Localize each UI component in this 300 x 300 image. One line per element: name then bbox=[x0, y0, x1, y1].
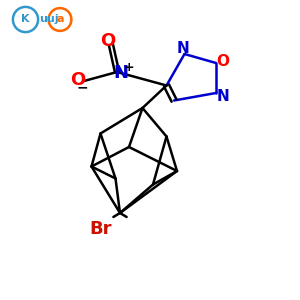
Text: O: O bbox=[216, 54, 229, 69]
Text: O: O bbox=[70, 71, 85, 89]
Text: N: N bbox=[216, 88, 229, 104]
Text: uuj: uuj bbox=[40, 14, 59, 25]
Text: −: − bbox=[76, 80, 88, 94]
Text: N: N bbox=[113, 64, 128, 82]
Text: N: N bbox=[177, 41, 189, 56]
Text: O: O bbox=[100, 32, 115, 50]
Text: +: + bbox=[124, 61, 134, 74]
Text: a: a bbox=[56, 14, 64, 25]
Text: K: K bbox=[21, 14, 30, 25]
Text: Br: Br bbox=[89, 220, 112, 238]
